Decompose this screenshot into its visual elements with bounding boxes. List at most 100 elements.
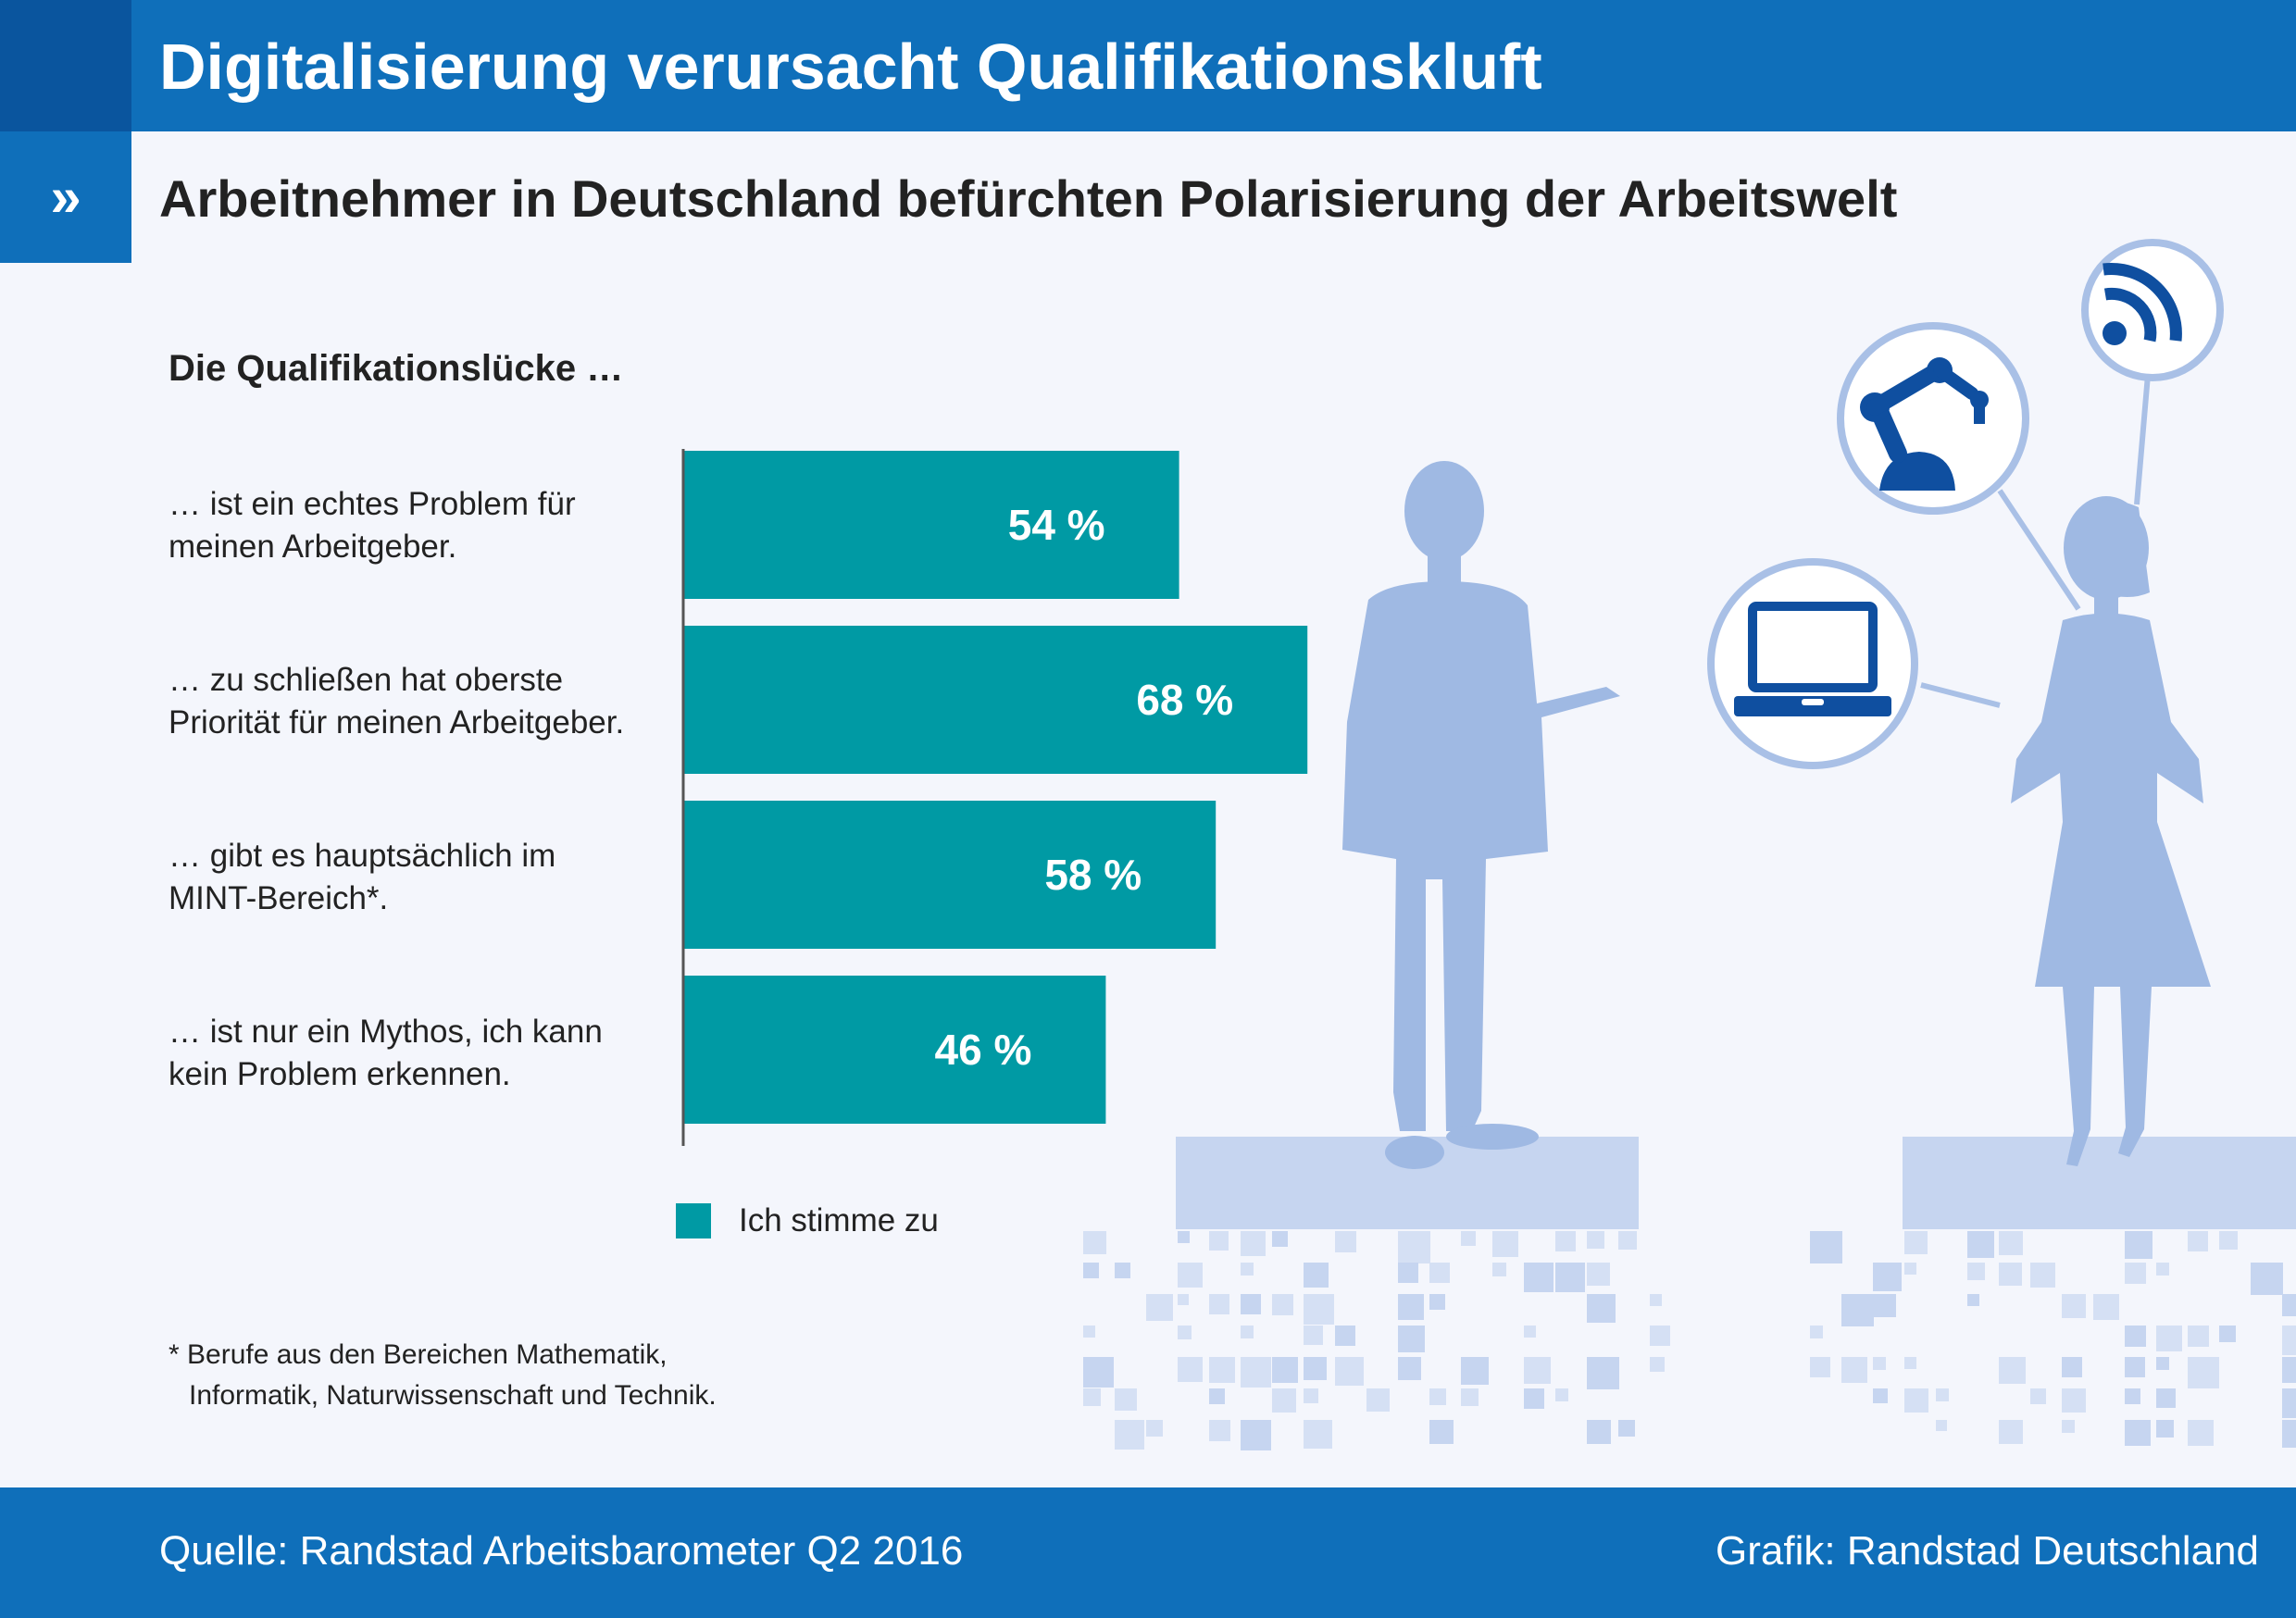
pixel-tile [1587, 1263, 1610, 1286]
pixel-tile [2062, 1294, 2086, 1318]
pixel-tile [1272, 1357, 1298, 1383]
pixel-tile [1241, 1420, 1271, 1450]
pixel-tile [1587, 1231, 1604, 1249]
pixel-tile [1429, 1420, 1454, 1444]
icon-connectors [1920, 374, 2151, 708]
wifi-icon [2081, 239, 2224, 381]
pixel-tile [1178, 1231, 1190, 1243]
pixel-tile [1083, 1326, 1095, 1338]
pixel-tile [1241, 1263, 1254, 1276]
pixel-tile [1115, 1263, 1130, 1278]
pixel-tile [1904, 1388, 1928, 1413]
pixel-tile [1967, 1263, 1985, 1280]
pixel-tile [2156, 1357, 2169, 1370]
pixel-tile [1873, 1388, 1888, 1403]
pixel-tile [1083, 1231, 1106, 1254]
pixel-tile [1524, 1388, 1544, 1409]
pixel-tile [2062, 1388, 2086, 1413]
pixel-tile [2062, 1357, 2082, 1377]
pixel-tile [1366, 1388, 1390, 1412]
pixel-tile [2251, 1263, 2283, 1295]
pixel-tile [1873, 1294, 1896, 1317]
pixel-tile [2188, 1357, 2219, 1388]
pixel-tile [1967, 1294, 1979, 1306]
bar [684, 801, 1217, 949]
pedestal [1903, 1137, 2296, 1229]
category-label: … gibt es hauptsächlich im MINT-Bereich*. [168, 838, 556, 916]
credit-text: Grafik: Randstad Deutschland [1716, 1528, 2259, 1574]
pixel-tile [1492, 1263, 1506, 1276]
pixel-tile [2125, 1420, 2151, 1446]
pixel-tile [1178, 1294, 1189, 1305]
header-corner [0, 0, 131, 131]
pixel-tile [1083, 1388, 1101, 1406]
pixel-tile [1241, 1294, 1261, 1314]
pixel-tile [1241, 1326, 1254, 1338]
woman-silhouette [2011, 496, 2211, 1166]
pixel-tile [1904, 1263, 1916, 1275]
pixel-tile [1178, 1326, 1192, 1339]
bar-value-label: 58 % [1044, 851, 1142, 899]
pixel-tile [2156, 1263, 2169, 1276]
pixel-tile [1178, 1357, 1203, 1382]
pixel-tile [1873, 1357, 1886, 1370]
pixel-tile [1272, 1231, 1288, 1247]
chevron-icon: » [0, 131, 131, 263]
pixel-tile [1967, 1231, 1994, 1258]
pixel-tile [1304, 1357, 1327, 1380]
pixel-tile [1272, 1388, 1296, 1413]
pixel-tile [1398, 1357, 1421, 1380]
bar-value-label: 68 % [1136, 676, 1233, 724]
pixel-tile [2062, 1420, 2075, 1433]
pixel-tile [2219, 1231, 2238, 1250]
pixel-tile [1209, 1420, 1230, 1441]
pixel-tile [2125, 1326, 2146, 1347]
pixel-tile [2030, 1388, 2046, 1404]
header-bar [0, 0, 2296, 131]
laptop-icon [1707, 558, 1918, 769]
page-subtitle: Arbeitnehmer in Deutschland befürchten P… [159, 169, 1898, 228]
pixel-tile [1618, 1420, 1635, 1437]
legend-label: Ich stimme zu [739, 1202, 939, 1238]
category-label: … zu schließen hat oberste Priorität für … [168, 662, 625, 741]
pixel-tile [1241, 1231, 1266, 1256]
pixel-tile [1555, 1263, 1585, 1292]
bar [684, 626, 1308, 774]
pixel-tile [1178, 1263, 1203, 1288]
pixel-tile [1335, 1231, 1356, 1252]
footer-bar [0, 1487, 2296, 1618]
pixel-tile [2282, 1388, 2296, 1418]
pixel-tile [1304, 1294, 1334, 1325]
pixel-tile [1524, 1263, 1554, 1292]
pixel-tile [1873, 1263, 1902, 1291]
chart-title: Die Qualifikationslücke … [168, 348, 624, 389]
pixel-tile [1115, 1420, 1144, 1450]
pixel-tile [1936, 1420, 1947, 1431]
pixel-tile [2030, 1263, 2055, 1288]
pixel-tile [1524, 1357, 1551, 1384]
pixel-tile [1083, 1263, 1099, 1278]
page-title: Digitalisierung verursacht Qualifikation… [159, 31, 1542, 103]
pixel-tile [2188, 1326, 2209, 1347]
pixel-tile [1335, 1326, 1355, 1346]
pixel-tile [1999, 1357, 2026, 1384]
pixel-tile [1524, 1326, 1536, 1338]
pixel-tile [1083, 1357, 1114, 1388]
pixel-tile [1492, 1231, 1518, 1257]
pixel-tile [1209, 1388, 1225, 1404]
pixel-tile [1618, 1231, 1637, 1250]
pixel-tile [1398, 1294, 1424, 1320]
pixel-tile [1209, 1231, 1229, 1251]
pixel-tile [1587, 1420, 1611, 1444]
pixel-tile [2125, 1357, 2145, 1377]
bar-value-label: 54 % [1008, 501, 1105, 549]
pixel-tile [1429, 1263, 1450, 1283]
pixel-tile [1841, 1357, 1867, 1383]
category-label: … ist ein echtes Problem für meinen Arbei… [168, 486, 576, 565]
pixel-tile [1304, 1420, 1332, 1449]
pixel-tile [1115, 1388, 1137, 1411]
pixel-tile [2282, 1294, 2296, 1316]
pixel-tile [1904, 1357, 1916, 1369]
pixel-tile [1650, 1357, 1665, 1372]
